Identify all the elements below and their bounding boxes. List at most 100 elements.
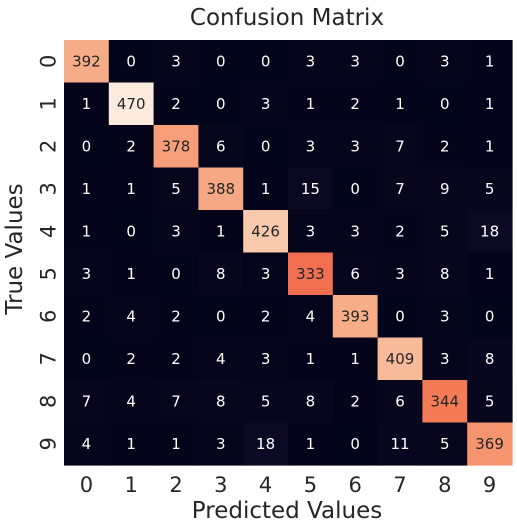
heatmap-cell bbox=[422, 422, 468, 466]
cell-value-label: 4 bbox=[306, 307, 316, 325]
heatmap-cell bbox=[422, 40, 468, 84]
cell-value-label: 0 bbox=[82, 350, 92, 368]
heatmap-cell bbox=[108, 380, 155, 424]
cell-value-label: 3 bbox=[171, 52, 181, 70]
heatmap-cell bbox=[243, 82, 289, 126]
heatmap-cell bbox=[153, 82, 199, 126]
x-tick-label: 9 bbox=[483, 473, 496, 497]
heatmap-cell bbox=[153, 295, 199, 339]
cell-value-label: 426 bbox=[251, 222, 280, 240]
heatmap-cell bbox=[288, 167, 334, 211]
heatmap-cell bbox=[332, 167, 379, 211]
heatmap-cell bbox=[332, 82, 379, 126]
heatmap-cell bbox=[64, 40, 110, 84]
heatmap-cell bbox=[467, 422, 513, 466]
heatmap-cell bbox=[64, 125, 110, 169]
heatmap-cell bbox=[288, 40, 334, 84]
heatmap-cell bbox=[153, 210, 199, 254]
heatmap-cell bbox=[243, 380, 289, 424]
y-tick-label: 5 bbox=[36, 267, 60, 280]
heatmap-cell bbox=[377, 82, 423, 126]
cell-value-label: 4 bbox=[126, 307, 136, 325]
heatmap-cell bbox=[243, 252, 289, 296]
cell-value-label: 1 bbox=[485, 137, 495, 155]
y-tick-label: 9 bbox=[36, 437, 60, 450]
cell-value-label: 378 bbox=[162, 137, 191, 155]
cell-value-label: 333 bbox=[296, 265, 325, 283]
heatmap-cell bbox=[467, 380, 513, 424]
heatmap-cell bbox=[422, 125, 468, 169]
heatmap-cell bbox=[288, 337, 334, 381]
heatmap-cell bbox=[198, 295, 244, 339]
heatmap-cell bbox=[153, 125, 199, 169]
cell-value-label: 0 bbox=[261, 52, 271, 70]
cell-value-label: 5 bbox=[440, 435, 450, 453]
cell-value-label: 6 bbox=[216, 137, 226, 155]
cell-value-label: 3 bbox=[440, 350, 450, 368]
cell-value-label: 1 bbox=[82, 222, 92, 240]
cell-value-label: 2 bbox=[82, 307, 92, 325]
x-tick-label: 0 bbox=[80, 473, 93, 497]
heatmap-cell bbox=[332, 252, 379, 296]
heatmap-cell bbox=[153, 167, 199, 211]
heatmap-cell bbox=[108, 210, 155, 254]
cell-value-label: 2 bbox=[126, 350, 136, 368]
cell-value-label: 8 bbox=[306, 392, 316, 410]
heatmap-cell bbox=[467, 210, 513, 254]
heatmap-cell bbox=[288, 295, 334, 339]
cell-value-label: 4 bbox=[216, 350, 226, 368]
cell-value-label: 0 bbox=[82, 137, 92, 155]
cell-value-label: 5 bbox=[485, 392, 495, 410]
cell-value-label: 3 bbox=[261, 95, 271, 113]
heatmap-cell bbox=[288, 252, 334, 296]
cell-value-label: 1 bbox=[261, 180, 271, 198]
cell-value-label: 1 bbox=[82, 180, 92, 198]
cell-value-label: 3 bbox=[350, 137, 360, 155]
cell-value-label: 392 bbox=[72, 52, 101, 70]
heatmap-cell bbox=[243, 210, 289, 254]
heatmap-cell bbox=[332, 210, 379, 254]
cell-value-label: 2 bbox=[171, 350, 181, 368]
heatmap-cell bbox=[243, 295, 289, 339]
heatmap-cell bbox=[108, 40, 155, 84]
heatmap-cell bbox=[377, 422, 423, 466]
heatmap-cell bbox=[64, 252, 110, 296]
heatmap-cell bbox=[377, 125, 423, 169]
heatmap-cell bbox=[377, 210, 423, 254]
cell-value-label: 6 bbox=[350, 265, 360, 283]
x-tick-label: 5 bbox=[304, 473, 317, 497]
heatmap-cell bbox=[198, 82, 244, 126]
cell-value-label: 0 bbox=[395, 52, 405, 70]
cell-value-label: 8 bbox=[216, 392, 226, 410]
cell-value-label: 5 bbox=[485, 180, 495, 198]
cell-value-label: 1 bbox=[306, 350, 316, 368]
cell-value-label: 1 bbox=[395, 95, 405, 113]
heatmap-cell bbox=[467, 295, 513, 339]
heatmap-cell bbox=[288, 125, 334, 169]
x-tick-label: 4 bbox=[259, 473, 272, 497]
heatmap-cell bbox=[64, 210, 110, 254]
cell-value-label: 1 bbox=[485, 265, 495, 283]
cell-value-label: 409 bbox=[386, 350, 415, 368]
cell-value-label: 3 bbox=[306, 137, 316, 155]
x-tick-label: 7 bbox=[393, 473, 406, 497]
heatmap-cell bbox=[243, 125, 289, 169]
heatmap-cell bbox=[108, 252, 155, 296]
heatmap-cell bbox=[153, 380, 199, 424]
heatmap-cell bbox=[332, 380, 379, 424]
heatmap-cell bbox=[108, 125, 155, 169]
cell-value-label: 5 bbox=[440, 222, 450, 240]
heatmap-cell bbox=[422, 82, 468, 126]
heatmap-cell bbox=[377, 167, 423, 211]
y-axis-label: True Values bbox=[2, 183, 28, 315]
cell-value-label: 5 bbox=[171, 180, 181, 198]
y-tick-label: 4 bbox=[36, 225, 60, 238]
cell-value-label: 388 bbox=[206, 180, 235, 198]
cell-value-label: 9 bbox=[440, 180, 450, 198]
cell-value-label: 0 bbox=[216, 95, 226, 113]
x-tick-labels: 0 1 2 3 4 5 6 7 8 9 bbox=[80, 473, 497, 497]
heatmap-cell bbox=[198, 380, 244, 424]
heatmap-cell bbox=[288, 380, 334, 424]
cell-value-label: 0 bbox=[350, 180, 360, 198]
cell-value-label: 1 bbox=[82, 95, 92, 113]
